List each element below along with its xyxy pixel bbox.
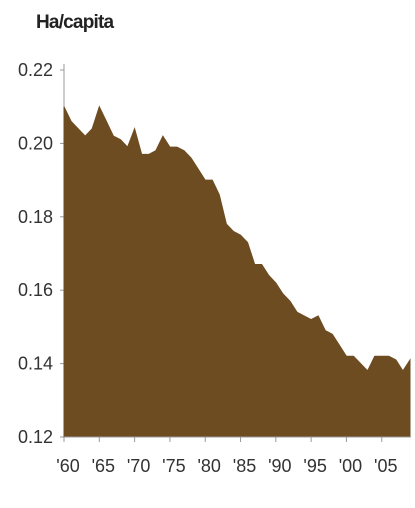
data-point [359,362,362,365]
x-tick-label: '65 [92,456,115,476]
x-tick-label: '90 [268,456,291,476]
data-point [387,355,390,358]
data-point [218,193,221,196]
data-point [204,179,207,182]
data-point [274,281,277,284]
data-point [352,355,355,358]
y-tick-label: 0.20 [18,133,53,153]
x-tick-label: '80 [197,456,220,476]
data-point [105,120,108,123]
data-point [310,318,313,321]
data-point [84,135,87,138]
x-tick-label: '85 [233,456,256,476]
data-point [91,127,94,130]
data-point [373,355,376,358]
data-point [253,263,256,266]
data-point [133,127,136,130]
x-tick-label: '70 [127,456,150,476]
data-point [154,149,157,152]
x-tick-label: '95 [303,456,326,476]
y-tick-label: 0.12 [18,427,53,447]
data-point [161,135,164,138]
data-point [98,105,101,108]
data-point [289,300,292,303]
data-point [246,241,249,244]
data-point [366,369,369,372]
data-point [112,135,115,138]
data-point [183,149,186,152]
data-point [317,314,320,317]
data-point [380,355,383,358]
data-point [147,153,150,156]
data-point [239,234,242,237]
data-point [197,168,200,171]
y-axis: 0.22 0.20 0.18 0.16 0.14 0.12 [18,60,65,447]
data-point [119,138,122,141]
y-tick-label: 0.18 [18,207,53,227]
y-tick-label: 0.14 [18,354,53,374]
data-point [168,146,171,149]
data-point [409,358,412,361]
x-axis: '60 '65 '70 '75 '80 '85 '90 '95 '00 '05 [56,436,410,476]
x-tick-label: '05 [374,456,397,476]
data-point [267,274,270,277]
data-point [401,369,404,372]
data-point [394,358,397,361]
data-point [345,355,348,358]
data-point [176,146,179,149]
data-point [211,179,214,182]
data-point [296,311,299,314]
data-point [77,127,80,130]
data-point [190,157,193,160]
x-tick-label: '00 [339,456,362,476]
x-tick-label: '75 [162,456,185,476]
y-tick-label: 0.16 [18,280,53,300]
data-point [126,146,129,149]
x-tick-label: '60 [56,456,79,476]
data-point [338,344,341,347]
area-fill [63,105,411,438]
data-point [140,153,143,156]
data-point [331,333,334,336]
area-series [63,105,412,438]
data-point [232,230,235,233]
data-point [281,292,284,295]
data-point [260,263,263,266]
data-point [324,329,327,332]
data-point [63,105,66,108]
data-point [70,120,73,123]
data-point [225,223,228,226]
data-point [303,314,306,317]
y-unit-label: Ha/capita [36,12,114,33]
y-tick-label: 0.22 [18,60,53,80]
